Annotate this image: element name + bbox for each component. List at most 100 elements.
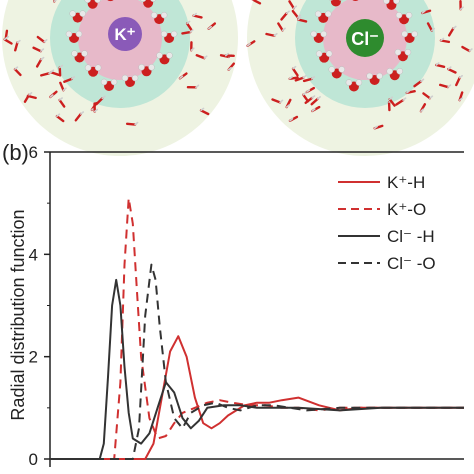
water-molecule [439, 37, 451, 44]
water-molecule [49, 90, 58, 99]
water-molecule [304, 95, 316, 105]
water-molecule [271, 98, 284, 104]
legend-label-0: K⁺-H [387, 173, 425, 192]
water-molecule [419, 103, 427, 113]
water-molecule [40, 70, 53, 77]
water-molecule [178, 72, 188, 80]
water-molecule [447, 66, 457, 74]
cl-water-molecules [246, 0, 473, 130]
water-molecule [224, 52, 235, 58]
water-molecule [328, 0, 344, 7]
water-molecule [185, 20, 193, 32]
water-molecule [3, 36, 13, 45]
series-line-2 [50, 278, 464, 460]
water-molecule [294, 74, 307, 82]
water-molecule [288, 115, 299, 122]
k-hydration-shell: K⁺ [2, 0, 238, 156]
water-molecule [315, 50, 333, 63]
water-molecule [199, 107, 210, 116]
water-molecule [195, 54, 208, 60]
y-tick-label: 6 [29, 143, 38, 162]
water-molecule [305, 86, 316, 94]
water-molecule [69, 10, 86, 23]
series-line-1 [50, 197, 464, 460]
water-molecule [373, 124, 384, 130]
water-molecule [459, 0, 464, 11]
water-molecule [405, 90, 416, 95]
water-molecule [280, 10, 290, 21]
water-molecule [84, 64, 102, 77]
water-molecule [291, 65, 299, 77]
legend: K⁺-H K⁺-O Cl⁻ -H Cl⁻ -O [338, 173, 436, 273]
water-molecule [121, 74, 139, 88]
water-molecule [426, 22, 436, 32]
water-molecule [227, 62, 236, 71]
series-layer [50, 197, 464, 460]
water-molecule [383, 0, 400, 10]
water-molecule [63, 76, 76, 83]
water-molecule [461, 45, 473, 53]
water-molecule [190, 41, 195, 52]
water-molecule [156, 52, 173, 65]
water-molecule [23, 92, 33, 103]
water-molecule [35, 56, 45, 68]
water-molecule [413, 78, 425, 88]
water-molecule [395, 97, 407, 106]
cl-ion [346, 19, 384, 57]
water-molecule [95, 95, 106, 106]
water-molecule [58, 64, 64, 77]
water-molecule [386, 68, 403, 81]
rdf-chart: 0 2 4 6 K⁺-H K⁺-O Cl⁻ -H Cl⁻ -O Radial distrib… [8, 143, 464, 469]
legend-label-3: Cl⁻ -O [387, 254, 436, 273]
y-tick-label: 0 [29, 450, 38, 469]
k-ion [108, 17, 142, 51]
cl-ion-label: Cl⁻ [351, 29, 379, 49]
water-molecule [288, 76, 299, 81]
water-molecule [310, 96, 321, 106]
series-line-0 [50, 335, 464, 460]
water-molecule [394, 49, 412, 62]
hydration-illustrations: K⁺ Cl⁻ [2, 0, 474, 156]
water-molecule [246, 40, 256, 47]
panel-b-label: (b) [2, 140, 29, 165]
axes: 0 2 4 6 [29, 143, 464, 469]
water-molecule [302, 76, 316, 83]
water-molecule [150, 11, 168, 25]
water-molecule [107, 0, 114, 2]
water-molecule [59, 81, 67, 92]
water-molecule [84, 0, 101, 9]
water-molecule [435, 62, 446, 69]
legend-label-2: Cl⁻ -H [387, 227, 435, 246]
k-water-molecules [3, 0, 236, 126]
water-molecule [192, 12, 203, 19]
water-molecule [55, 113, 65, 123]
water-molecule [401, 30, 418, 43]
y-axis-label: Radial distribution function [8, 209, 28, 420]
water-molecule [100, 78, 118, 92]
water-molecule [138, 64, 155, 77]
water-molecule [58, 97, 66, 108]
water-molecule [328, 66, 345, 79]
water-molecule [186, 84, 200, 89]
water-molecule [447, 25, 457, 37]
water-molecule [53, 0, 58, 3]
water-molecule [93, 102, 99, 113]
series-line-3 [50, 263, 464, 460]
water-molecule [297, 16, 308, 23]
water-molecule [310, 30, 327, 43]
water-molecule [14, 39, 21, 52]
water-molecule [458, 91, 464, 102]
k-ion-label: K⁺ [114, 25, 135, 44]
water-molecule [311, 105, 321, 113]
water-molecule [439, 83, 452, 89]
y-tick-label: 4 [29, 245, 38, 264]
water-molecule [140, 0, 157, 8]
water-molecule [291, 9, 302, 19]
water-molecule [265, 32, 278, 37]
water-molecule [422, 92, 434, 100]
water-molecule [302, 91, 310, 103]
water-molecule [388, 96, 396, 107]
water-molecule [251, 0, 262, 5]
water-molecule [207, 22, 217, 30]
